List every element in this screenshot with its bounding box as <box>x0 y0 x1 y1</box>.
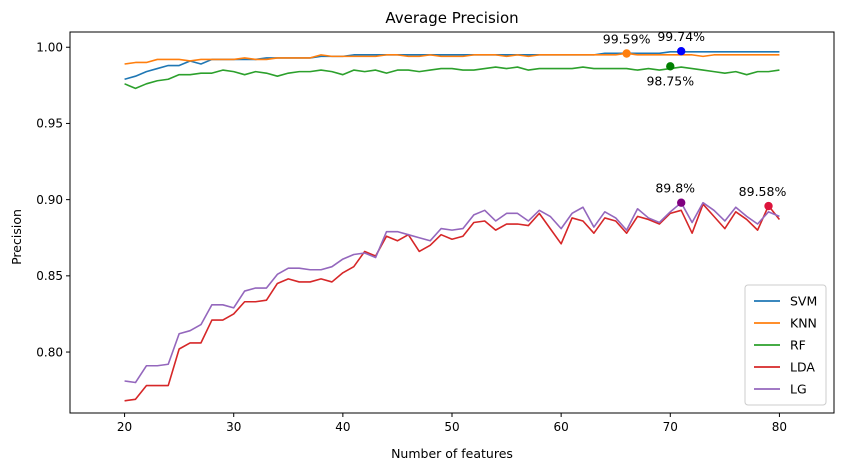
legend-label-svm: SVM <box>790 294 817 309</box>
plot-lines <box>124 51 781 402</box>
legend-label-lg: LG <box>790 382 807 397</box>
annotation-label-lg: 89.8% <box>655 181 695 196</box>
annotation-label-knn: 99.59% <box>603 31 651 46</box>
highlight-marker-svm <box>677 47 686 56</box>
x-tick-label: 40 <box>335 420 350 434</box>
x-axis-label: Number of features <box>391 446 513 461</box>
y-tick-label: 0.80 <box>36 345 63 359</box>
x-tick-label: 70 <box>663 420 678 434</box>
annotation-label-lda: 89.58% <box>739 184 787 199</box>
annotation-label-svm: 99.74% <box>657 29 705 44</box>
y-tick-label: 0.90 <box>36 193 63 207</box>
x-tick-label: 80 <box>772 420 787 434</box>
legend: SVM KNN RF LDA LG <box>744 284 827 406</box>
x-tick-label: 30 <box>226 420 241 434</box>
series-line-lg <box>124 201 780 384</box>
legend-label-knn: KNN <box>790 316 817 331</box>
y-tick-label: 1.00 <box>36 41 63 55</box>
highlight-marker-rf <box>666 62 675 71</box>
x-tick-label: 20 <box>117 420 132 434</box>
y-axis-label: Precision <box>9 209 24 265</box>
highlight-marker-lg <box>677 198 686 207</box>
y-tick-label: 0.95 <box>36 117 63 131</box>
legend-box <box>744 284 827 406</box>
x-tick-label: 60 <box>554 420 569 434</box>
legend-label-rf: RF <box>790 338 806 353</box>
annotations: 99.59% 99.74% 98.75% 89.8% 89.58% <box>603 29 787 211</box>
series-line-knn <box>124 52 780 65</box>
chart-title: Average Precision <box>385 9 518 27</box>
highlight-marker-knn <box>622 49 631 58</box>
highlight-marker-lda <box>764 201 773 211</box>
series-line-lda <box>124 203 781 402</box>
annotation-label-rf: 98.75% <box>646 73 694 88</box>
axes: 20 30 40 50 60 70 80 0.80 0.85 0.90 0.95 1.00 <box>36 31 835 434</box>
y-tick-label: 0.85 <box>36 269 63 283</box>
x-tick-label: 50 <box>444 420 459 434</box>
legend-label-lda: LDA <box>790 360 815 375</box>
